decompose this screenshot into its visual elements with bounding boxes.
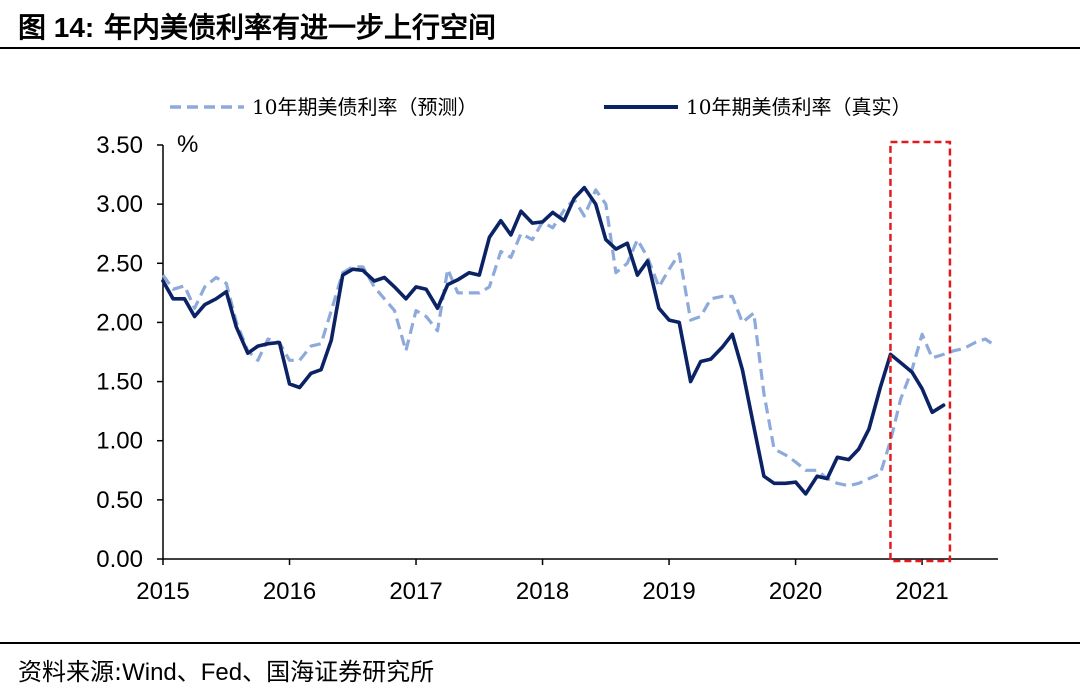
series-line-forecast [161, 188, 997, 488]
axes: 0.00 0.50 1.00 1.50 2.00 2.50 3.00 3.50 % 2015 201… [96, 131, 998, 605]
y-tick-label: 0.00 [96, 546, 143, 573]
highlight-box [889, 140, 952, 563]
y-tick-label: 1.00 [96, 428, 143, 455]
figure-title-text: 年内美债利率有进一步上行空间 [104, 11, 497, 44]
legend: 10年期美债利率（预测） 10年期美债利率（真实） [170, 95, 911, 119]
y-tick-label: 0.50 [96, 487, 143, 514]
x-tick-label: 2018 [516, 578, 569, 605]
top-rule [0, 47, 1080, 49]
series-line-actual [161, 185, 946, 496]
figure-title: 图 14: 年内美债利率有进一步上行空间 [18, 6, 496, 46]
y-tick-label: 3.50 [96, 132, 143, 159]
figure-label: 图 14: [18, 12, 95, 43]
line-chart: 10年期美债利率（预测） 10年期美债利率（真实） 0.00 0.50 1.00 1.… [96, 95, 998, 605]
x-tick-label: 2017 [389, 578, 442, 605]
x-tick-label: 2016 [263, 578, 316, 605]
y-tick-label: 1.50 [96, 369, 143, 396]
series-group [161, 185, 997, 496]
legend-label-forecast: 10年期美债利率（预测） [252, 95, 477, 119]
legend-label-actual: 10年期美债利率（真实） [686, 95, 911, 119]
bottom-rule [0, 642, 1080, 644]
x-tick-label: 2015 [136, 578, 189, 605]
x-tick-label: 2021 [895, 578, 948, 605]
source-body: Wind、Fed、国海证券研究所 [122, 659, 435, 686]
y-tick-label: 2.00 [96, 309, 143, 336]
y-axis-unit: % [177, 131, 198, 158]
source-prefix: 资料来源: [18, 658, 123, 686]
x-tick-label: 2019 [642, 578, 695, 605]
y-tick-label: 2.50 [96, 250, 143, 277]
source-note: 资料来源:Wind、Fed、国海证券研究所 [18, 652, 434, 687]
y-tick-label: 3.00 [96, 191, 143, 218]
x-tick-label: 2020 [769, 578, 822, 605]
